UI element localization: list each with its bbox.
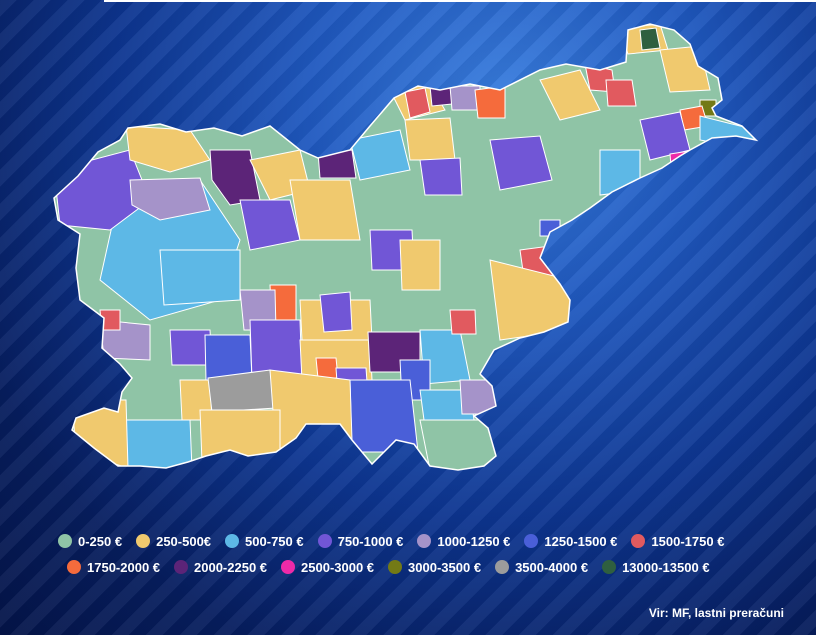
legend-swatch [136, 534, 151, 548]
legend-label: 3000-3500 € [408, 559, 482, 575]
legend-swatch [495, 560, 510, 574]
legend-row-1: 0-250 € 250-500€ 500-750 € 750-1000 € 10… [40, 528, 800, 554]
slovenia-municipality-map [53, 23, 757, 471]
legend-label: 250-500€ [156, 533, 212, 549]
legend-swatch [631, 534, 646, 548]
legend-item-1750-2000: 1750-2000 € [67, 560, 160, 575]
legend-swatch [58, 534, 72, 548]
legend-swatch [524, 534, 539, 548]
legend-item-0-250: 0-250 € [58, 534, 122, 549]
legend-item-2000-2250: 2000-2250 € [174, 560, 267, 575]
legend-item-1500-1750: 1500-1750 € [631, 534, 724, 549]
legend-swatch [388, 560, 403, 574]
legend-item-3500-4000: 3500-4000 € [495, 560, 588, 575]
legend-swatch [225, 534, 240, 548]
legend-label: 13000-13500 € [622, 559, 710, 575]
legend-item-1000-1250: 1000-1250 € [417, 534, 510, 549]
source-note: Vir: MF, lastni preračuni [648, 606, 784, 620]
legend-item-2500-3000: 2500-3000 € [281, 560, 374, 575]
legend-label: 3500-4000 € [515, 559, 589, 575]
legend-swatch [417, 534, 432, 548]
legend-swatch [174, 560, 189, 574]
legend-swatch [602, 560, 617, 574]
legend-item-13000-13500: 13000-13500 € [602, 559, 710, 575]
legend-label: 1500-1750 € [651, 533, 725, 549]
legend-item-250-500: 250-500€ [136, 534, 211, 549]
top-divider [104, 0, 816, 2]
legend-item-3000-3500: 3000-3500 € [388, 560, 481, 575]
legend-swatch [317, 534, 332, 548]
legend-swatch [281, 560, 296, 574]
legend-item-500-750: 500-750 € [225, 534, 304, 549]
legend-swatch [67, 560, 81, 574]
legend-label: 1750-2000 € [87, 559, 161, 575]
legend-label: 0-250 € [78, 533, 123, 549]
map-legend: 0-250 € 250-500€ 500-750 € 750-1000 € 10… [40, 528, 800, 580]
legend-label: 750-1000 € [337, 533, 404, 549]
legend-label: 2500-3000 € [301, 559, 375, 575]
legend-label: 1000-1250 € [437, 533, 511, 549]
legend-label: 1250-1500 € [544, 533, 618, 549]
legend-label: 2000-2250 € [194, 559, 268, 575]
legend-item-750-1000: 750-1000 € [317, 533, 404, 549]
legend-label: 500-750 € [245, 533, 304, 549]
legend-item-1250-1500: 1250-1500 € [524, 534, 617, 549]
legend-row-2: 1750-2000 € 2000-2250 € 2500-3000 € 3000… [40, 554, 800, 580]
